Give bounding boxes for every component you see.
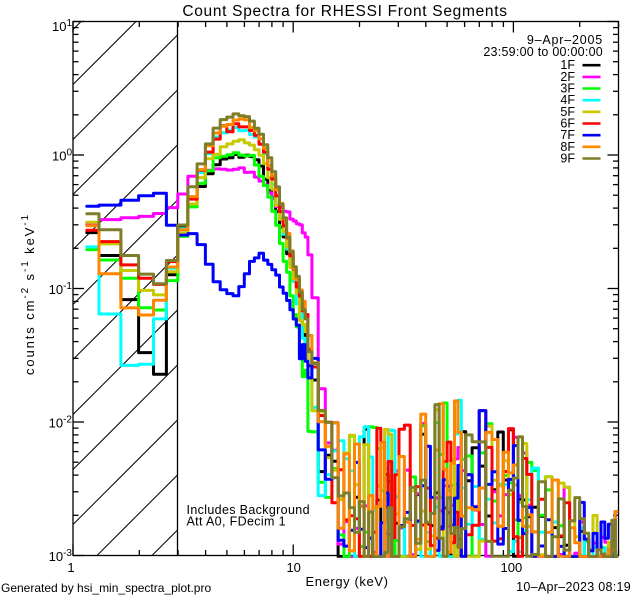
svg-text:counts cm-2 s-1 keV-1: counts cm-2 s-1 keV-1 <box>20 213 37 375</box>
svg-text:9F: 9F <box>560 152 575 166</box>
svg-text:4F: 4F <box>560 93 575 107</box>
svg-text:1F: 1F <box>560 58 575 72</box>
svg-text:5F: 5F <box>560 105 575 119</box>
svg-text:Count Spectra for RHESSI Front: Count Spectra for RHESSI Front Segments <box>182 3 507 20</box>
svg-text:Includes Background: Includes Background <box>187 503 310 517</box>
svg-text:23:59:00 to 00:00:00: 23:59:00 to 00:00:00 <box>483 45 603 59</box>
svg-text:9–Apr–2005: 9–Apr–2005 <box>527 33 603 47</box>
svg-text:Generated by hsi_min_spectra_p: Generated by hsi_min_spectra_plot.pro <box>1 581 211 595</box>
svg-text:6F: 6F <box>560 117 575 131</box>
svg-text:3F: 3F <box>560 82 575 96</box>
svg-text:10: 10 <box>286 560 300 575</box>
svg-text:7F: 7F <box>560 128 575 142</box>
svg-text:2F: 2F <box>560 70 575 84</box>
svg-text:1: 1 <box>67 560 74 575</box>
svg-text:10–Apr–2023 08:19: 10–Apr–2023 08:19 <box>516 580 631 594</box>
svg-text:100: 100 <box>501 560 523 575</box>
svg-text:Att A0, FDecim 1: Att A0, FDecim 1 <box>187 515 286 529</box>
svg-text:Energy (keV): Energy (keV) <box>305 574 388 589</box>
svg-text:8F: 8F <box>560 140 575 154</box>
